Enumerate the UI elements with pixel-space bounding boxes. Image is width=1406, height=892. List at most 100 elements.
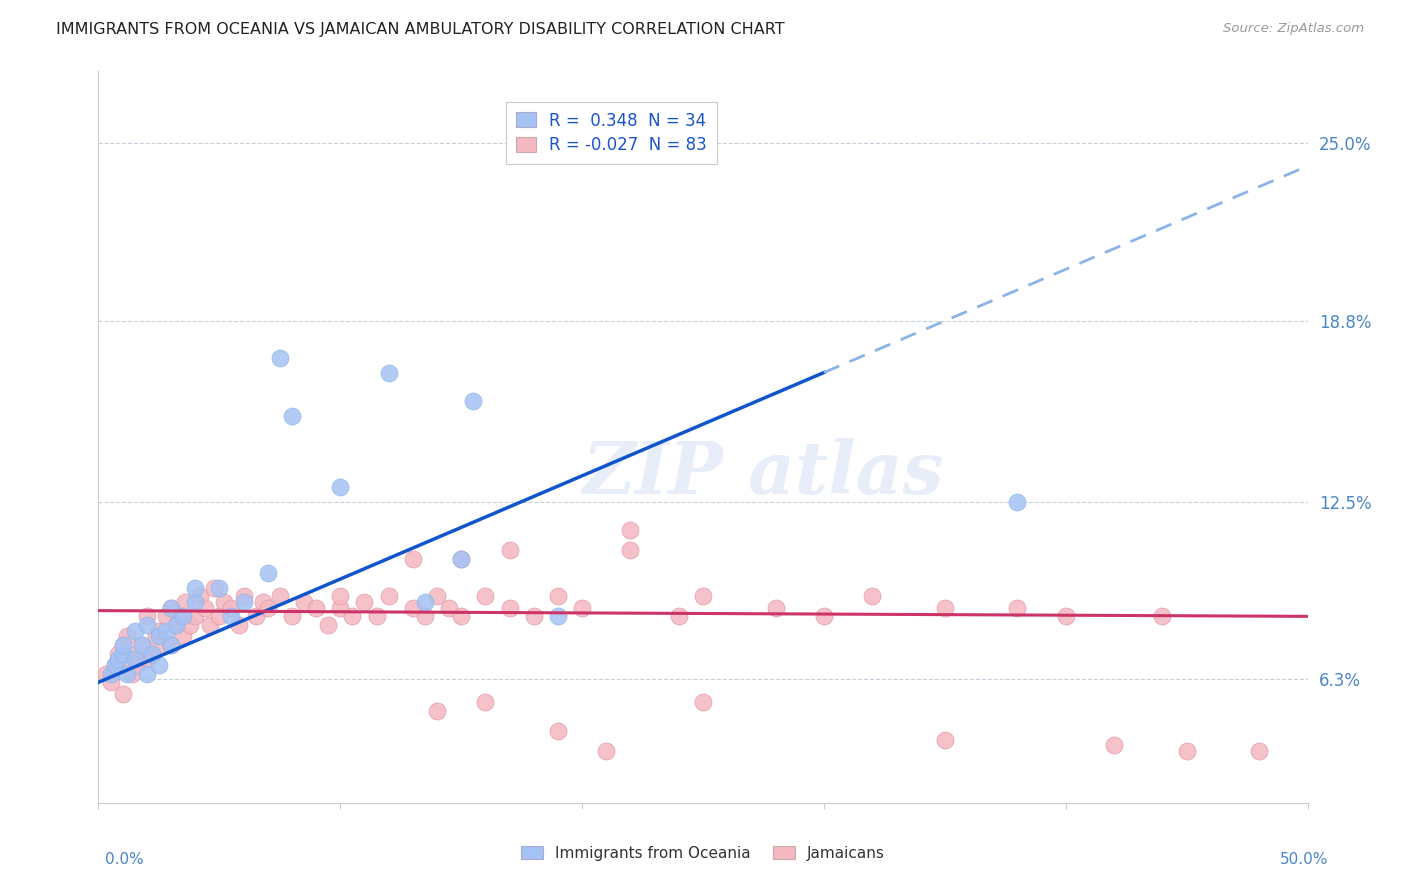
Point: [252, 595, 274, 609]
Point: [245, 609, 267, 624]
Point: [124, 652, 146, 666]
Point: [377, 366, 399, 380]
Point: [402, 600, 425, 615]
Point: [169, 609, 191, 624]
Point: [165, 618, 187, 632]
Point: [413, 609, 436, 624]
Point: [174, 595, 197, 609]
Point: [160, 638, 183, 652]
Point: [124, 624, 146, 638]
Point: [127, 658, 149, 673]
Point: [316, 618, 339, 632]
Point: [269, 351, 291, 366]
Point: [148, 658, 170, 673]
Point: [474, 695, 496, 709]
Point: [450, 552, 472, 566]
Point: [571, 600, 593, 615]
Point: [111, 638, 134, 652]
Point: [342, 609, 364, 624]
Point: [117, 666, 139, 681]
Point: [155, 624, 177, 638]
Point: [305, 600, 328, 615]
Point: [150, 638, 173, 652]
Point: [329, 589, 352, 603]
Point: [117, 652, 139, 666]
Text: ZIP atlas: ZIP atlas: [583, 438, 943, 509]
Point: [547, 589, 569, 603]
Point: [498, 600, 520, 615]
Point: [184, 595, 207, 609]
Point: [204, 581, 226, 595]
Point: [292, 595, 315, 609]
Point: [1007, 600, 1029, 615]
Point: [212, 595, 235, 609]
Point: [148, 624, 170, 638]
Point: [208, 609, 231, 624]
Point: [194, 600, 217, 615]
Point: [860, 589, 883, 603]
Point: [100, 675, 122, 690]
Point: [934, 600, 956, 615]
Point: [135, 652, 157, 666]
Point: [107, 652, 129, 666]
Point: [111, 638, 134, 652]
Text: 50.0%: 50.0%: [1281, 852, 1329, 867]
Point: [228, 618, 250, 632]
Point: [426, 589, 449, 603]
Point: [1007, 494, 1029, 508]
Point: [765, 600, 787, 615]
Point: [450, 552, 472, 566]
Point: [547, 724, 569, 739]
Point: [281, 609, 304, 624]
Point: [141, 647, 163, 661]
Text: IMMIGRANTS FROM OCEANIA VS JAMAICAN AMBULATORY DISABILITY CORRELATION CHART: IMMIGRANTS FROM OCEANIA VS JAMAICAN AMBU…: [56, 22, 785, 37]
Point: [104, 658, 127, 673]
Point: [426, 704, 449, 718]
Point: [256, 566, 278, 581]
Text: 0.0%: 0.0%: [105, 852, 145, 867]
Point: [595, 744, 617, 758]
Point: [366, 609, 388, 624]
Point: [450, 609, 472, 624]
Point: [160, 638, 183, 652]
Point: [329, 480, 352, 494]
Point: [148, 629, 170, 643]
Point: [281, 409, 304, 423]
Point: [107, 647, 129, 661]
Point: [179, 618, 201, 632]
Point: [813, 609, 835, 624]
Point: [135, 609, 157, 624]
Point: [111, 687, 134, 701]
Point: [402, 552, 425, 566]
Point: [1152, 609, 1174, 624]
Point: [221, 600, 243, 615]
Point: [184, 609, 207, 624]
Point: [692, 589, 714, 603]
Point: [232, 589, 254, 603]
Point: [141, 647, 163, 661]
Point: [1102, 739, 1125, 753]
Text: Source: ZipAtlas.com: Source: ZipAtlas.com: [1223, 22, 1364, 36]
Point: [1249, 744, 1271, 758]
Point: [135, 618, 157, 632]
Point: [474, 589, 496, 603]
Point: [172, 629, 194, 643]
Point: [184, 581, 207, 595]
Point: [619, 543, 641, 558]
Point: [121, 666, 143, 681]
Point: [94, 666, 117, 681]
Point: [668, 609, 690, 624]
Point: [124, 647, 146, 661]
Point: [198, 618, 221, 632]
Point: [165, 618, 187, 632]
Point: [111, 647, 134, 661]
Point: [131, 638, 153, 652]
Point: [208, 581, 231, 595]
Point: [329, 600, 352, 615]
Point: [1175, 744, 1198, 758]
Point: [413, 595, 436, 609]
Point: [117, 629, 139, 643]
Point: [172, 609, 194, 624]
Point: [498, 543, 520, 558]
Legend: Immigrants from Oceania, Jamaicans: Immigrants from Oceania, Jamaicans: [513, 838, 893, 868]
